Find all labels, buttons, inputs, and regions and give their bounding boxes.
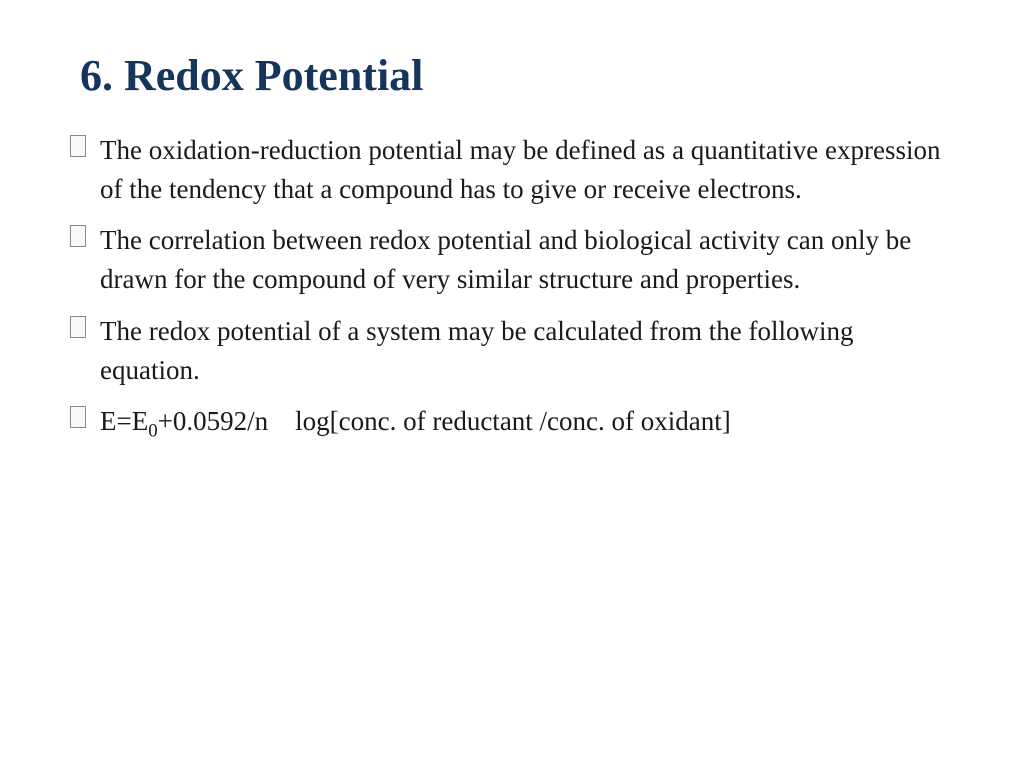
bullet-text: The oxidation-reduction potential may be…	[100, 135, 940, 204]
equation-item: E=E0+0.0592/n log[conc. of reductant /co…	[70, 402, 954, 441]
bullet-item: The oxidation-reduction potential may be…	[70, 131, 954, 209]
equation-suffix: +0.0592/n log[conc. of reductant /conc. …	[158, 406, 731, 436]
bullet-marker-icon	[70, 406, 86, 428]
slide-title: 6. Redox Potential	[80, 50, 954, 101]
bullet-text: The redox potential of a system may be c…	[100, 316, 854, 385]
bullet-marker-icon	[70, 225, 86, 247]
equation-subscript: 0	[148, 420, 157, 441]
bullet-item: The redox potential of a system may be c…	[70, 312, 954, 390]
bullet-marker-icon	[70, 135, 86, 157]
bullet-marker-icon	[70, 316, 86, 338]
slide-container: 6. Redox Potential The oxidation-reducti…	[0, 0, 1024, 491]
bullet-list: The oxidation-reduction potential may be…	[70, 131, 954, 441]
bullet-item: The correlation between redox potential …	[70, 221, 954, 299]
bullet-text: The correlation between redox potential …	[100, 225, 911, 294]
equation-prefix: E=E	[100, 406, 148, 436]
